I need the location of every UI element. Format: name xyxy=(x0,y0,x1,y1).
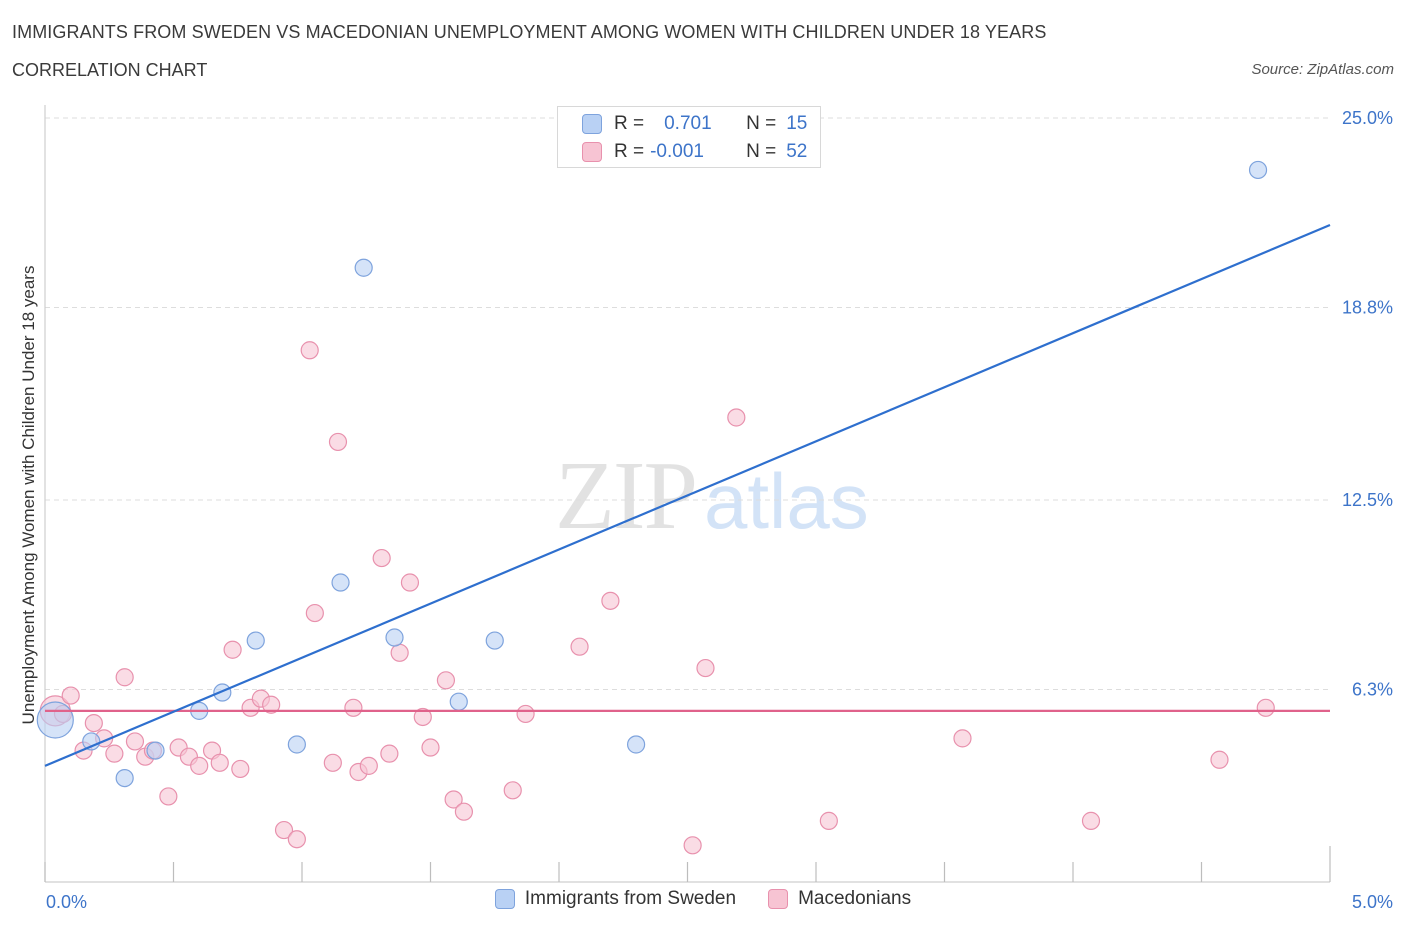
macedonians-point xyxy=(61,686,80,705)
macedonians-point xyxy=(516,704,535,724)
macedonians-point xyxy=(683,836,702,855)
stats-row-macedonian: R = -0.001 N = 52 xyxy=(582,138,807,166)
macedonians-point xyxy=(380,744,399,763)
chart-subtitle: CORRELATION CHART xyxy=(12,60,208,80)
macedonians-point xyxy=(274,820,294,840)
sweden-n-value: 15 xyxy=(786,113,808,134)
macedonians-point xyxy=(125,732,145,751)
macedonians-points xyxy=(39,341,1275,855)
y-tick-label: 18.8% xyxy=(1342,297,1393,317)
legend-label-macedonians: Macedonians xyxy=(798,888,912,909)
n-label: N = xyxy=(746,141,777,162)
bottom-legend: Immigrants from Sweden Macedonians xyxy=(0,888,1406,910)
macedonians-point xyxy=(372,548,391,568)
stats-row-sweden: R = 0.701 N = 15 xyxy=(582,110,807,138)
macedonians-point xyxy=(305,603,324,623)
macedonians-point xyxy=(400,573,420,592)
macedonians-point xyxy=(454,802,474,821)
y-tick-label: 25.0% xyxy=(1342,108,1393,128)
x-tick-label-min: 0.0% xyxy=(46,892,87,912)
macedonians-point xyxy=(727,408,746,427)
macedonians-point xyxy=(344,698,363,717)
grid-lines xyxy=(45,117,1330,690)
macedonians-point xyxy=(444,790,463,809)
sweden-point xyxy=(626,735,646,754)
trend-lines xyxy=(44,223,1331,767)
sweden-swatch xyxy=(582,114,602,134)
watermark: ZIP atlas xyxy=(555,440,869,552)
chart-title: IMMIGRANTS FROM SWEDEN VS MACEDONIAN UNE… xyxy=(12,22,1047,42)
sweden-point xyxy=(287,735,306,754)
legend-item-sweden[interactable]: Immigrants from Sweden xyxy=(494,888,737,910)
sweden-point xyxy=(485,631,504,650)
macedonians-point xyxy=(503,781,522,800)
macedonians-point xyxy=(159,787,178,806)
y-tick-label: 12.5% xyxy=(1342,490,1393,510)
macedonians-point xyxy=(300,341,319,360)
r-label: R = xyxy=(614,113,645,134)
macedonians-point xyxy=(570,637,589,656)
macedonians-point xyxy=(323,753,342,772)
legend-swatch-sweden xyxy=(494,889,515,909)
source-credit: Source: ZipAtlas.com xyxy=(1251,61,1394,78)
sweden-point xyxy=(36,701,74,739)
macedonians-point xyxy=(359,756,378,775)
macedonians-point xyxy=(413,707,432,727)
legend-item-macedonians[interactable]: Macedonians xyxy=(768,888,911,910)
macedonians-point xyxy=(262,695,281,714)
y-axis-title: Unemployment Among Women with Children U… xyxy=(19,266,38,725)
y-tick-label: 6.3% xyxy=(1352,679,1393,699)
sweden-point xyxy=(449,692,468,711)
macedonians-point xyxy=(328,432,348,452)
macedonians-point xyxy=(210,753,229,772)
macedonians-point xyxy=(1081,811,1101,830)
sweden-point xyxy=(354,258,373,277)
macedonians-point xyxy=(115,668,134,687)
macedonians-point xyxy=(436,671,456,690)
macedonians-point xyxy=(390,643,409,662)
macedonians-point xyxy=(190,756,209,775)
r-label: R = xyxy=(614,141,645,162)
watermark-zip: ZIP xyxy=(555,442,698,550)
macedonian-swatch xyxy=(582,142,602,162)
x-tick-label-max: 5.0% xyxy=(1352,892,1393,912)
legend-label-sweden: Immigrants from Sweden xyxy=(524,888,737,909)
macedonians-point xyxy=(1210,750,1229,769)
macedonians-point xyxy=(601,591,620,610)
sweden-point xyxy=(246,631,265,650)
watermark-atlas: atlas xyxy=(704,457,869,545)
macedonians-point xyxy=(953,729,972,748)
macedonians-point xyxy=(1256,698,1275,717)
y-tick-labels: 6.3% 12.5% 18.8% 25.0% xyxy=(1342,108,1393,699)
stats-legend: R = 0.701 N = 15 R = -0.001 N = 52 xyxy=(557,106,821,168)
macedonians-point xyxy=(231,759,250,779)
macedonians-point xyxy=(819,811,838,830)
macedonian-n-value: 52 xyxy=(786,141,808,162)
sweden-point xyxy=(1248,160,1268,180)
macedonians-point xyxy=(223,640,242,659)
sweden-trend-line xyxy=(44,223,1331,767)
macedonians-point xyxy=(105,744,124,763)
sweden-point xyxy=(213,683,232,702)
sweden-point xyxy=(115,768,134,788)
sweden-points xyxy=(36,160,1268,788)
macedonians-point xyxy=(84,713,103,733)
axes xyxy=(44,105,1331,883)
macedonian-r-value: -0.001 xyxy=(650,141,704,162)
legend-swatch-macedonians xyxy=(768,889,789,909)
n-label: N = xyxy=(746,113,777,134)
sweden-point xyxy=(385,628,404,647)
macedonians-point xyxy=(696,658,715,678)
sweden-point xyxy=(331,573,350,592)
sweden-point xyxy=(146,741,165,760)
x-tick-labels: 0.0% 5.0% xyxy=(46,892,1393,912)
macedonians-point xyxy=(421,738,440,757)
sweden-r-value: 0.701 xyxy=(664,113,712,134)
macedonians-point xyxy=(287,830,306,849)
